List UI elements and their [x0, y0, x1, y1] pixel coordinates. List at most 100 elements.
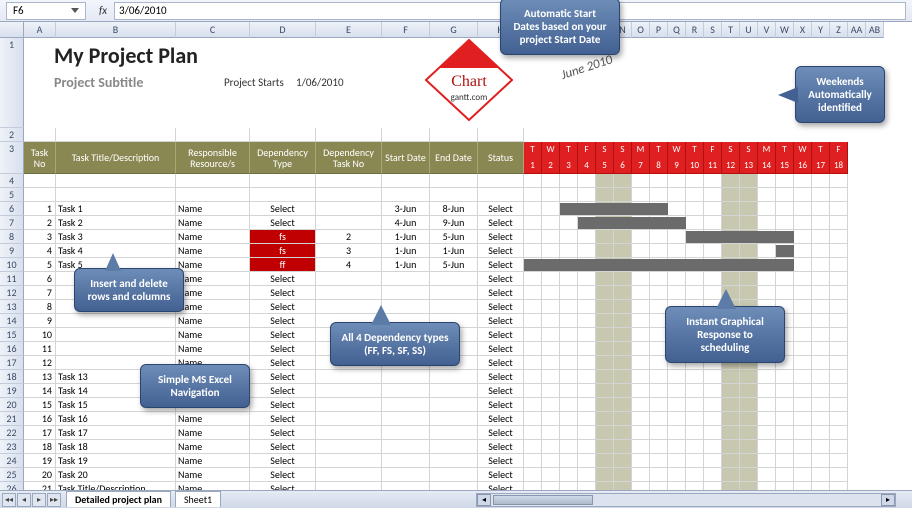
- gantt-cell[interactable]: [524, 454, 542, 468]
- gantt-cell[interactable]: [614, 468, 632, 482]
- cell[interactable]: Select: [478, 230, 524, 244]
- gantt-bar[interactable]: [560, 203, 668, 215]
- cell[interactable]: [430, 384, 478, 398]
- gantt-cell[interactable]: [542, 188, 560, 202]
- gantt-cell[interactable]: [794, 258, 812, 272]
- cell[interactable]: [316, 412, 382, 426]
- gantt-cell[interactable]: [830, 398, 848, 412]
- gantt-cell[interactable]: [650, 454, 668, 468]
- gantt-cell[interactable]: [740, 384, 758, 398]
- gantt-cell[interactable]: [704, 468, 722, 482]
- cell[interactable]: [430, 286, 478, 300]
- gantt-cell[interactable]: [632, 314, 650, 328]
- gantt-cell[interactable]: [812, 412, 830, 426]
- gantt-cell[interactable]: [614, 328, 632, 342]
- sheet-tab-active[interactable]: Detailed project plan: [66, 491, 171, 507]
- gantt-cell[interactable]: [668, 454, 686, 468]
- gantt-cell[interactable]: [740, 454, 758, 468]
- gantt-cell[interactable]: [758, 440, 776, 454]
- gantt-cell[interactable]: [794, 300, 812, 314]
- gantt-cell[interactable]: [722, 244, 740, 258]
- cell[interactable]: 6: [24, 272, 56, 286]
- horizontal-scrollbar[interactable]: ◂ ▸: [476, 493, 896, 507]
- gantt-cell[interactable]: [524, 314, 542, 328]
- gantt-cell[interactable]: [596, 230, 614, 244]
- gantt-cell[interactable]: [740, 244, 758, 258]
- cell[interactable]: [430, 300, 478, 314]
- cell[interactable]: Select: [478, 258, 524, 272]
- gantt-cell[interactable]: [614, 300, 632, 314]
- row-header[interactable]: 12: [0, 286, 24, 300]
- cell[interactable]: [382, 370, 430, 384]
- cell[interactable]: [56, 314, 176, 328]
- cell[interactable]: [430, 468, 478, 482]
- gantt-cell[interactable]: [524, 370, 542, 384]
- tab-prev-icon[interactable]: ◂: [17, 493, 31, 507]
- gantt-cell[interactable]: [830, 244, 848, 258]
- header-no[interactable]: Task No: [24, 142, 56, 174]
- header-desc[interactable]: Task Title/Description: [56, 142, 176, 174]
- gantt-cell[interactable]: [776, 468, 794, 482]
- row-header[interactable]: 10: [0, 258, 24, 272]
- cell[interactable]: Task 2: [56, 216, 176, 230]
- cell[interactable]: 5: [24, 258, 56, 272]
- cell[interactable]: [56, 128, 176, 142]
- gantt-cell[interactable]: [722, 398, 740, 412]
- cell[interactable]: 1-Jun: [430, 244, 478, 258]
- gantt-cell[interactable]: [830, 286, 848, 300]
- gantt-cell[interactable]: [758, 216, 776, 230]
- cell[interactable]: Select: [250, 314, 316, 328]
- cell[interactable]: [56, 342, 176, 356]
- gantt-cell[interactable]: [758, 468, 776, 482]
- gantt-cell[interactable]: [704, 174, 722, 188]
- gantt-cell[interactable]: [632, 342, 650, 356]
- gantt-cell[interactable]: [758, 370, 776, 384]
- cell[interactable]: [478, 174, 524, 188]
- gantt-cell[interactable]: [776, 202, 794, 216]
- cell[interactable]: 5-Jun: [430, 230, 478, 244]
- cell[interactable]: Select: [250, 342, 316, 356]
- cell[interactable]: [478, 128, 524, 142]
- gantt-cell[interactable]: [560, 384, 578, 398]
- gantt-cell[interactable]: [740, 202, 758, 216]
- row-header[interactable]: 22: [0, 426, 24, 440]
- cell[interactable]: 3-Jun: [382, 202, 430, 216]
- gantt-cell[interactable]: [632, 370, 650, 384]
- cell[interactable]: Select: [250, 328, 316, 342]
- cell[interactable]: Select: [478, 398, 524, 412]
- gantt-cell[interactable]: [830, 328, 848, 342]
- gantt-cell[interactable]: [740, 426, 758, 440]
- gantt-cell[interactable]: [542, 272, 560, 286]
- cell[interactable]: [478, 188, 524, 202]
- gantt-cell[interactable]: [578, 314, 596, 328]
- cell[interactable]: [316, 128, 382, 142]
- col-header[interactable]: P: [650, 22, 668, 38]
- row-header[interactable]: 4: [0, 174, 24, 188]
- col-header[interactable]: F: [382, 22, 430, 38]
- gantt-cell[interactable]: [560, 314, 578, 328]
- gantt-cell[interactable]: [758, 482, 776, 490]
- gantt-cell[interactable]: [722, 384, 740, 398]
- gantt-cell[interactable]: [542, 384, 560, 398]
- gantt-cell[interactable]: [812, 398, 830, 412]
- gantt-cell[interactable]: [686, 426, 704, 440]
- gantt-cell[interactable]: [596, 174, 614, 188]
- gantt-cell[interactable]: [524, 468, 542, 482]
- cell[interactable]: [316, 272, 382, 286]
- cell[interactable]: [316, 384, 382, 398]
- gantt-cell[interactable]: [668, 482, 686, 490]
- gantt-cell[interactable]: [632, 426, 650, 440]
- gantt-cell[interactable]: [722, 454, 740, 468]
- gantt-cell[interactable]: [686, 384, 704, 398]
- cell[interactable]: Task Title/Description: [56, 482, 176, 490]
- gantt-cell[interactable]: [596, 244, 614, 258]
- gantt-cell[interactable]: [560, 188, 578, 202]
- cell[interactable]: Select: [250, 384, 316, 398]
- gantt-cell[interactable]: [812, 328, 830, 342]
- cell[interactable]: Name: [176, 412, 250, 426]
- gantt-cell[interactable]: [668, 230, 686, 244]
- gantt-cell[interactable]: [578, 370, 596, 384]
- gantt-cell[interactable]: [758, 426, 776, 440]
- gantt-cell[interactable]: [560, 328, 578, 342]
- gantt-cell[interactable]: [722, 216, 740, 230]
